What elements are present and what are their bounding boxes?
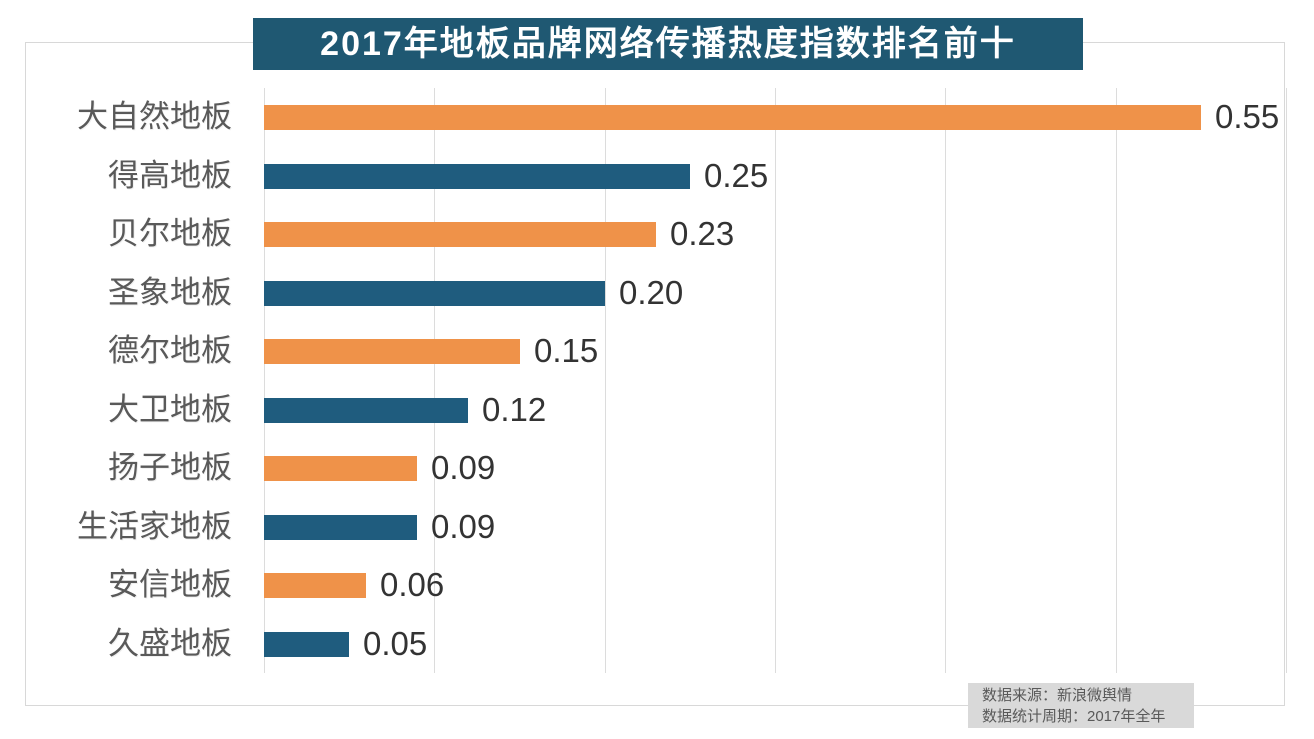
bar-orange xyxy=(264,222,656,247)
bar-orange xyxy=(264,339,520,364)
bar-row: 安信地板 0.06 xyxy=(0,556,1314,614)
gridline xyxy=(605,88,606,673)
value-label: 0.09 xyxy=(431,449,496,486)
value-label: 0.06 xyxy=(380,566,445,603)
bar-row: 圣象地板 0.20 xyxy=(0,264,1314,322)
gridline xyxy=(1116,88,1117,673)
bar-row: 大自然地板 0.55 xyxy=(0,88,1314,146)
gridline xyxy=(264,88,265,673)
source-note: 数据来源：新浪微舆情 数据统计周期：2017年全年 xyxy=(968,683,1194,728)
value-label: 0.15 xyxy=(534,332,599,369)
bar-teal xyxy=(264,632,349,657)
category-label: 久盛地板 xyxy=(108,626,232,661)
gridline xyxy=(1286,88,1287,673)
bar-row: 大卫地板 0.12 xyxy=(0,381,1314,439)
category-label: 德尔地板 xyxy=(108,333,232,368)
value-label: 0.12 xyxy=(482,391,547,428)
bar-teal xyxy=(264,164,690,189)
value-label: 0.55 xyxy=(1215,98,1280,135)
bar-row: 德尔地板 0.15 xyxy=(0,322,1314,380)
category-label: 大卫地板 xyxy=(108,392,232,427)
plot-area xyxy=(264,88,1287,673)
bar-row: 生活家地板 0.09 xyxy=(0,498,1314,556)
value-label: 0.20 xyxy=(619,274,684,311)
category-label: 生活家地板 xyxy=(77,509,232,544)
bar-row: 久盛地板 0.05 xyxy=(0,615,1314,673)
bar-row: 得高地板 0.25 xyxy=(0,147,1314,205)
bar-teal xyxy=(264,515,417,540)
bar-orange xyxy=(264,105,1201,130)
bar-row: 贝尔地板 0.23 xyxy=(0,205,1314,263)
category-label: 贝尔地板 xyxy=(108,216,232,251)
value-label: 0.09 xyxy=(431,508,496,545)
gridline xyxy=(945,88,946,673)
category-label: 扬子地板 xyxy=(108,450,232,485)
bar-orange xyxy=(264,573,366,598)
category-label: 得高地板 xyxy=(108,158,232,193)
value-label: 0.23 xyxy=(670,215,735,252)
category-label: 圣象地板 xyxy=(108,275,232,310)
source-note-line2: 数据统计周期：2017年全年 xyxy=(982,708,1166,725)
source-note-line1: 数据来源：新浪微舆情 xyxy=(982,687,1133,704)
bar-row: 扬子地板 0.09 xyxy=(0,439,1314,497)
chart-title: 2017年地板品牌网络传播热度指数排名前十 xyxy=(253,18,1083,70)
gridline xyxy=(434,88,435,673)
gridline xyxy=(775,88,776,673)
bar-teal xyxy=(264,281,605,306)
category-label: 安信地板 xyxy=(108,567,232,602)
category-label: 大自然地板 xyxy=(77,99,232,134)
bar-orange xyxy=(264,456,417,481)
bar-teal xyxy=(264,398,468,423)
value-label: 0.25 xyxy=(704,157,769,194)
value-label: 0.05 xyxy=(363,625,428,662)
